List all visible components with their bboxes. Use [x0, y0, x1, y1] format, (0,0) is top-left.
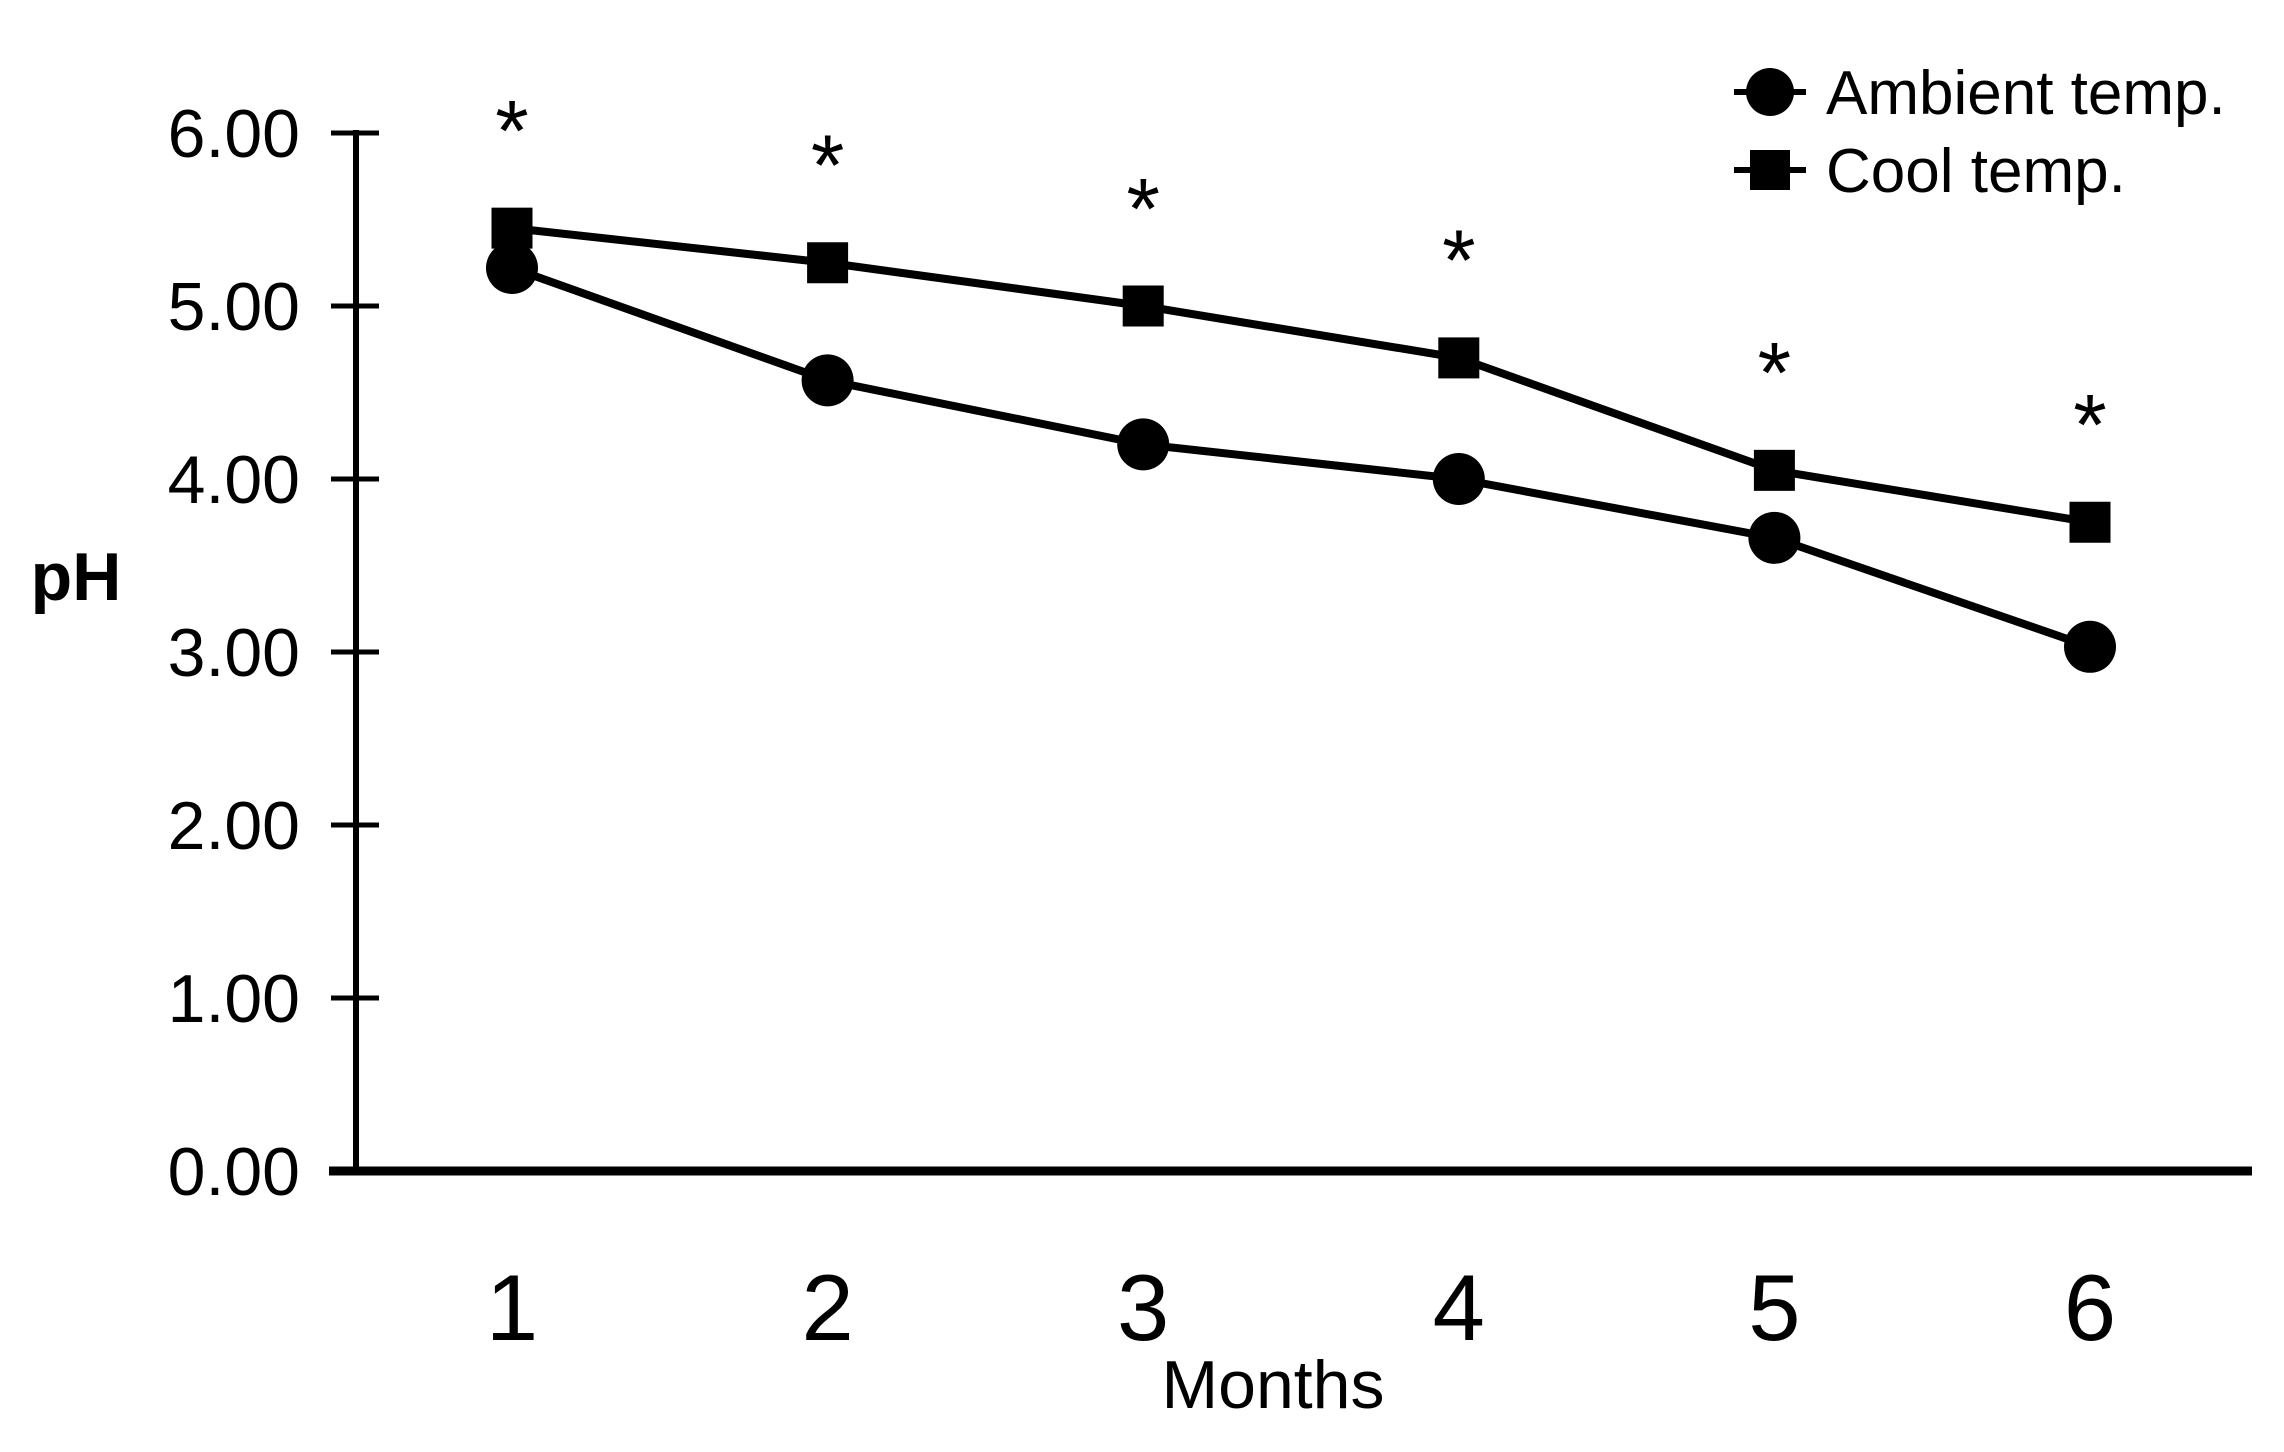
series-layer	[486, 207, 2116, 673]
data-point-ambient-temp	[1432, 453, 1485, 505]
data-point-ambient-temp	[1117, 418, 1170, 471]
y-tick-label: 3.00	[168, 615, 300, 691]
y-tick-label: 1.00	[168, 961, 300, 1037]
y-tick-label: 6.00	[168, 96, 300, 172]
significance-layer: * * * * * *	[495, 83, 2106, 473]
x-axis-title: Months	[1162, 1347, 1385, 1423]
significance-asterisk: *	[2073, 378, 2106, 474]
significance-asterisk: *	[1126, 161, 1159, 257]
data-point-ambient-temp	[2064, 620, 2116, 673]
y-tick-label: 2.00	[168, 788, 300, 864]
legend-item-ambient-temp: Ambient temp.	[1734, 59, 2226, 128]
y-tick-label: 0.00	[168, 1134, 300, 1210]
y-tick-label: 5.00	[168, 269, 300, 345]
x-tick-label: 5	[1748, 1255, 1800, 1360]
series-line-ambient-temp	[510, 264, 2092, 651]
y-tick-label: 4.00	[168, 442, 300, 518]
data-point-cool-temp	[1438, 337, 1480, 379]
legend-item-cool-temp: Cool temp.	[1734, 137, 2126, 206]
x-tick-label: 2	[801, 1255, 853, 1360]
x-tick-label: 3	[1117, 1255, 1169, 1360]
significance-asterisk: *	[1442, 213, 1475, 309]
x-tick-label: 1	[486, 1255, 538, 1360]
legend-label: Ambient temp.	[1826, 59, 2226, 128]
x-tick-label: 6	[2064, 1255, 2116, 1360]
significance-asterisk: *	[1758, 326, 1791, 422]
series-line-cool-temp	[511, 224, 2091, 527]
data-point-cool-temp	[1122, 285, 1164, 327]
data-point-ambient-temp	[801, 354, 854, 407]
legend-marker-circle	[1746, 68, 1794, 116]
data-point-cool-temp	[2069, 501, 2111, 543]
axes: 0.00 1.00 2.00 3.00 4.00 5.00 6.00 1 2 3 4 5 6	[168, 96, 2252, 1360]
legend-marker-square	[1750, 150, 1790, 190]
x-tick-label: 4	[1433, 1255, 1485, 1360]
y-axis-title: pH	[31, 539, 122, 615]
data-point-cool-temp	[491, 207, 533, 249]
data-point-ambient-temp	[1748, 511, 1801, 564]
legend-label: Cool temp.	[1826, 137, 2126, 206]
legend: Ambient temp. Cool temp.	[1734, 59, 2226, 206]
data-point-cool-temp	[1753, 449, 1795, 491]
significance-asterisk: *	[495, 83, 528, 179]
significance-asterisk: *	[811, 118, 844, 214]
data-point-ambient-temp	[486, 241, 538, 294]
data-point-cool-temp	[807, 242, 849, 284]
